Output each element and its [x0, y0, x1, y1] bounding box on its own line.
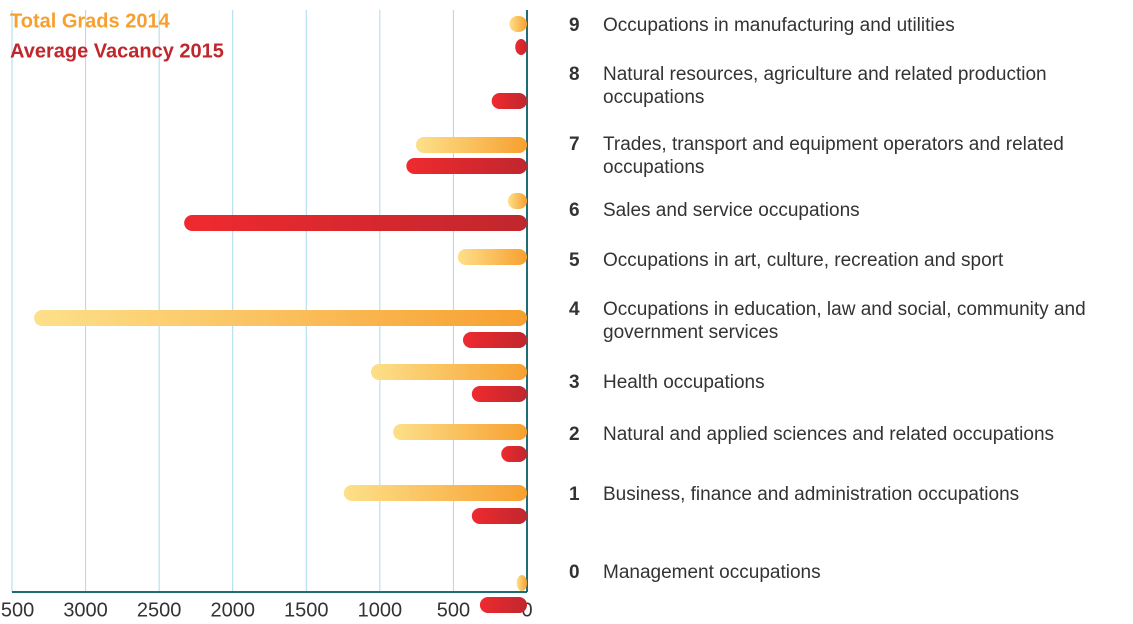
label-line: Health occupations	[603, 372, 765, 393]
category-code: 0	[569, 562, 580, 583]
category-code: 5	[569, 250, 580, 271]
label-line: Sales and service occupations	[603, 200, 860, 221]
bar	[491, 93, 527, 109]
category-code: 7	[569, 134, 580, 155]
label-line: Occupations in education, law and social…	[603, 299, 1086, 320]
bar	[415, 137, 527, 153]
x-tick-label: 0	[521, 599, 532, 621]
bar	[507, 193, 527, 209]
label-line: Management occupations	[603, 562, 821, 583]
x-tick-label: 2000	[210, 599, 255, 621]
x-tick-label: 1500	[284, 599, 329, 621]
category-label: Occupations in art, culture, recreation …	[603, 250, 1004, 271]
x-tick-label: 3000	[63, 599, 108, 621]
label-line: Occupations in art, culture, recreation …	[603, 250, 1004, 271]
label-line: Business, finance and administration occ…	[603, 484, 1019, 505]
x-tick-label: 3500	[0, 599, 34, 621]
category-code: 2	[569, 424, 580, 445]
legend-label: Average Vacancy 2015	[10, 40, 224, 62]
category-label: Management occupations	[603, 562, 821, 583]
category-label: Sales and service occupations	[603, 200, 860, 221]
category-label: Business, finance and administration occ…	[603, 484, 1019, 505]
category-code: 4	[569, 299, 580, 320]
bar	[406, 158, 527, 174]
bar	[479, 597, 527, 613]
bar	[34, 310, 527, 326]
category-code: 3	[569, 372, 580, 393]
bar	[184, 215, 527, 231]
category-label: Natural and applied sciences and related…	[603, 424, 1054, 445]
bar	[471, 386, 527, 402]
bar	[393, 424, 527, 440]
x-tick-label: 1000	[358, 599, 403, 621]
category-label: Occupations in education, law and social…	[603, 299, 1086, 343]
bar	[501, 446, 527, 462]
category-code: 1	[569, 484, 580, 505]
label-line: Occupations in manufacturing and utiliti…	[603, 15, 955, 36]
bar	[509, 16, 527, 32]
bar	[516, 575, 527, 591]
category-label: Health occupations	[603, 372, 765, 393]
x-tick-label: 500	[437, 599, 470, 621]
label-line: Trades, transport and equipment operator…	[603, 134, 1064, 155]
x-tick-label: 2500	[137, 599, 182, 621]
bar	[371, 364, 527, 380]
bar	[471, 508, 527, 524]
legend-label: Total Grads 2014	[10, 10, 171, 32]
category-label: Trades, transport and equipment operator…	[603, 134, 1064, 178]
category-label: Natural resources, agriculture and relat…	[603, 64, 1047, 108]
category-code: 8	[569, 64, 580, 85]
label-line: Natural and applied sciences and related…	[603, 424, 1054, 445]
bar	[462, 332, 527, 348]
bar	[457, 249, 527, 265]
label-line: occupations	[603, 87, 704, 108]
label-line: occupations	[603, 157, 704, 178]
category-code: 6	[569, 200, 580, 221]
category-code: 9	[569, 15, 580, 36]
bar	[515, 39, 527, 55]
label-line: government services	[603, 322, 778, 343]
label-line: Natural resources, agriculture and relat…	[603, 64, 1047, 85]
category-label: Occupations in manufacturing and utiliti…	[603, 15, 955, 36]
bar	[343, 485, 527, 501]
